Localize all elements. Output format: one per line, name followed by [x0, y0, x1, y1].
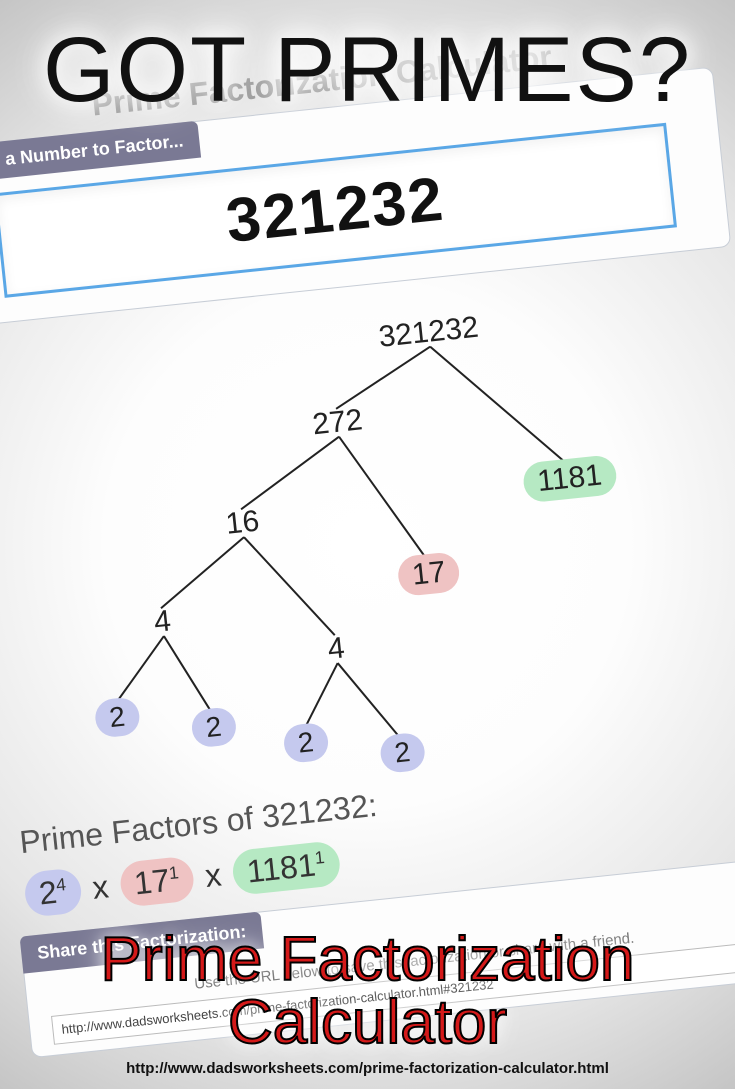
times-icon: x — [203, 856, 223, 894]
footer-url: http://www.dadsworksheets.com/prime-fact… — [0, 1060, 735, 1077]
headline: GOT PRIMES? — [0, 18, 735, 123]
tree-edge — [339, 429, 427, 568]
tree-node: 272 — [311, 403, 364, 442]
times-icon: x — [91, 868, 111, 906]
factor-tree: 32123227211811617442222 — [0, 270, 735, 819]
tree-edge — [298, 663, 344, 729]
footer-title-line2: Calculator — [228, 988, 507, 1057]
prime-factor-token: 171 — [118, 855, 196, 907]
tree-edge — [244, 529, 335, 644]
prime-factor-token: 24 — [23, 867, 83, 918]
tree-edge — [235, 437, 346, 510]
footer-title: Prime Factorization Calculator — [0, 928, 735, 1054]
tree-edge — [155, 537, 251, 608]
factor-tree-edges — [0, 270, 735, 819]
tree-node: 4 — [152, 604, 172, 640]
tree-edge — [164, 632, 212, 718]
footer: Prime Factorization Calculator http://ww… — [0, 928, 735, 1077]
tree-edge — [430, 334, 568, 478]
tree-node: 4 — [326, 631, 346, 667]
footer-title-line1: Prime Factorization — [100, 925, 634, 994]
poster-canvas: GOT PRIMES? Prime Factorization Calculat… — [0, 0, 735, 1089]
prime-factor-token: 11811 — [231, 840, 342, 896]
tree-node: 16 — [224, 505, 261, 542]
tree-edge — [331, 347, 436, 409]
tilted-app-screenshot: Prime Factorization Calculator Enter a N… — [0, 20, 735, 1060]
tree-edge — [338, 657, 401, 744]
tree-edge — [109, 636, 170, 703]
